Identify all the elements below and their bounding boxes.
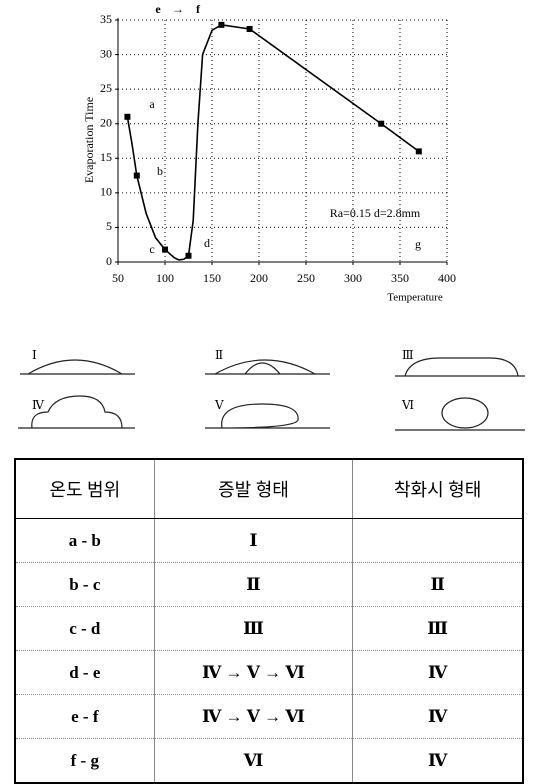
- point-label: e: [155, 2, 161, 16]
- table-cell: [353, 519, 523, 563]
- droplet-6: [442, 398, 488, 428]
- table-cell: Ⅲ: [353, 607, 523, 651]
- x-tick-label: 400: [438, 271, 456, 285]
- annotation: Ra=0.15 d=2.8mm: [330, 206, 421, 220]
- x-tick-label: 50: [112, 271, 124, 285]
- diagram-label: Ⅰ: [32, 348, 37, 362]
- table-cell: Ⅳ: [353, 651, 523, 695]
- x-tick-label: 100: [156, 271, 174, 285]
- table-cell: 온도 범위: [15, 459, 154, 519]
- table-cell: c - d: [15, 607, 154, 651]
- diagram-label: Ⅴ: [214, 398, 224, 412]
- table-cell: Ⅳ: [353, 695, 523, 739]
- arrow-label: →: [172, 2, 184, 16]
- table-cell: f - g: [15, 739, 154, 784]
- table-cell: Ⅲ: [154, 607, 353, 651]
- point-label: b: [157, 164, 163, 178]
- droplet-2: [205, 360, 330, 374]
- point-marker: [162, 247, 168, 253]
- y-tick-label: 0: [106, 254, 112, 268]
- data-line: [127, 25, 418, 260]
- x-tick-label: 250: [297, 271, 315, 285]
- table-cell: Ⅱ: [154, 563, 353, 607]
- x-tick-label: 350: [391, 271, 409, 285]
- table-cell: 착화시 형태: [353, 459, 523, 519]
- x-axis-label: Temperature: [387, 292, 443, 304]
- point-marker: [218, 22, 224, 28]
- table-cell: Ⅱ: [353, 563, 523, 607]
- droplet-5: [205, 404, 330, 428]
- point-marker: [378, 121, 384, 127]
- x-tick-label: 200: [250, 271, 268, 285]
- point-marker: [134, 173, 140, 179]
- table-cell: Ⅳ: [353, 739, 523, 784]
- table-cell: e - f: [15, 695, 154, 739]
- point-marker: [247, 26, 253, 32]
- y-tick-label: 10: [100, 185, 112, 199]
- diagram-label: Ⅵ: [401, 398, 414, 412]
- page: {"chart_data": {"type": "line", "y_label…: [0, 0, 534, 766]
- table-cell: Ⅰ: [154, 519, 353, 563]
- diagram-label: Ⅱ: [215, 348, 223, 362]
- x-tick-label: 300: [344, 271, 362, 285]
- table-cell: a - b: [15, 519, 154, 563]
- point-label: a: [149, 97, 155, 111]
- point-marker: [186, 253, 192, 259]
- point-label: c: [149, 242, 154, 256]
- figure: Evaporation Time Temperature Ra=0.15 d=2…: [0, 0, 534, 450]
- table-cell: 증발 형태: [154, 459, 353, 519]
- table-cell: Ⅳ → Ⅴ → Ⅵ: [154, 651, 353, 695]
- droplet-1: [20, 360, 135, 374]
- diagram-label: Ⅳ: [32, 398, 45, 412]
- droplet-3: [395, 358, 525, 376]
- diagram-label: Ⅲ: [402, 348, 414, 362]
- y-tick-label: 30: [100, 46, 112, 60]
- point-marker: [124, 114, 130, 120]
- y-tick-label: 20: [100, 115, 112, 129]
- table-cell: d - e: [15, 651, 154, 695]
- droplets: [18, 358, 525, 430]
- table-cell: Ⅳ → Ⅴ → Ⅵ: [154, 695, 353, 739]
- y-tick-label: 5: [106, 219, 112, 233]
- point-marker: [416, 148, 422, 154]
- page-body: Evaporation Time Temperature Ra=0.15 d=2…: [0, 0, 534, 766]
- y-tick-label: 35: [100, 12, 112, 26]
- point-label: d: [204, 236, 210, 250]
- point-label: g: [415, 237, 421, 251]
- table-cell: b - c: [15, 563, 154, 607]
- point-label: f: [196, 2, 201, 16]
- y-tick-label: 25: [100, 81, 112, 95]
- x-tick-label: 150: [203, 271, 221, 285]
- y-axis-label: Evaporation Time: [82, 97, 96, 183]
- table-cell: Ⅵ: [154, 739, 353, 784]
- y-tick-label: 15: [100, 150, 112, 164]
